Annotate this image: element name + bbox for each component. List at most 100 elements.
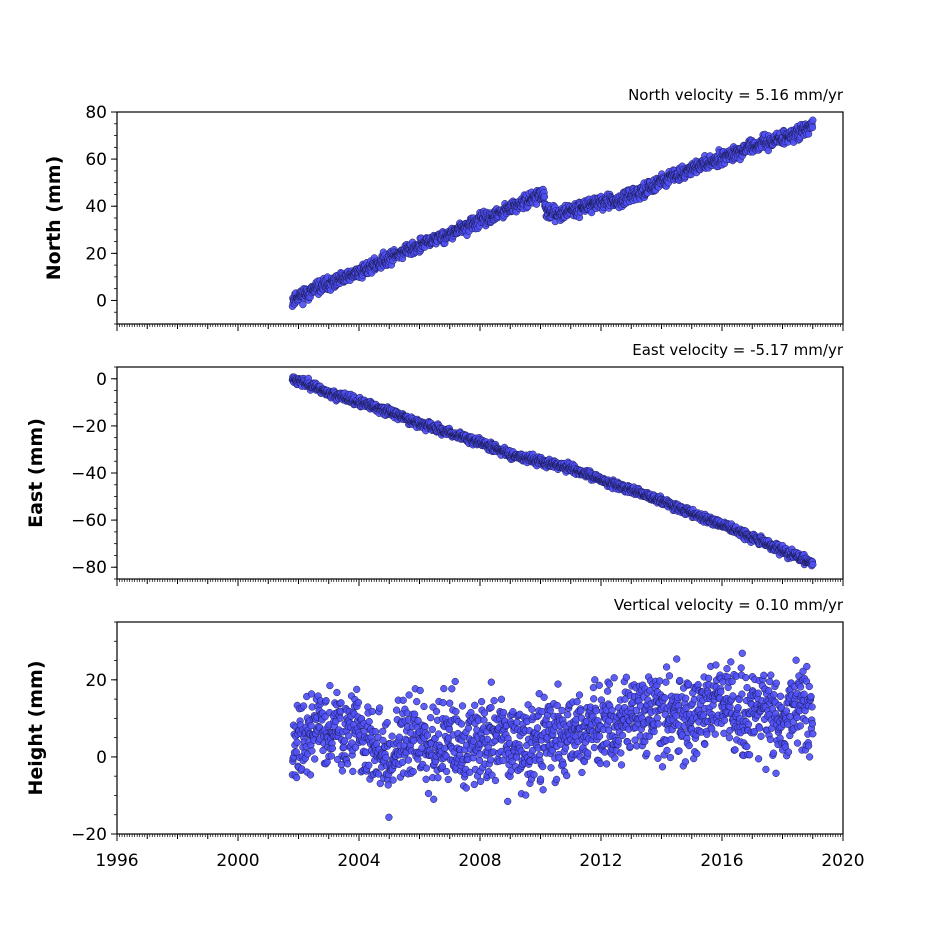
height-point: [656, 677, 664, 685]
height-point: [522, 791, 530, 799]
height-point: [392, 706, 401, 714]
height-point: [504, 797, 512, 806]
north-ytick-label: 80: [85, 103, 107, 123]
height-point: [385, 813, 393, 821]
height-point: [444, 775, 452, 784]
north-title: North velocity = 5.16 mm/yr: [628, 86, 844, 104]
north-plot-frame: [116, 111, 844, 325]
height-point: [327, 752, 335, 760]
height-y-axis-label: Height (mm): [25, 660, 47, 795]
height-point: [723, 665, 731, 673]
east-title: East velocity = -5.17 mm/yr: [632, 341, 844, 359]
east-y-axis-label: East (mm): [25, 418, 47, 528]
north-points: [288, 116, 817, 311]
height-point: [383, 718, 391, 727]
height-point: [672, 712, 680, 720]
height-point: [605, 680, 614, 688]
height-point: [499, 756, 507, 765]
height-point: [409, 767, 417, 776]
north-ytick-label: 20: [85, 244, 107, 264]
height-point: [340, 743, 348, 751]
height-point: [650, 727, 658, 736]
height-point: [685, 741, 693, 750]
height-point: [448, 685, 456, 693]
height-point: [368, 707, 376, 716]
height-point: [388, 732, 396, 740]
height-point: [328, 744, 337, 753]
height-point: [577, 707, 585, 715]
height-point: [322, 697, 330, 705]
height-point: [308, 747, 316, 755]
height-point: [528, 705, 536, 713]
height-point: [379, 727, 387, 735]
height-point: [712, 661, 720, 669]
north-y-axis-label: North (mm): [43, 156, 65, 281]
height-point: [661, 694, 669, 702]
height-point: [704, 674, 713, 682]
height-point: [477, 697, 486, 706]
height-point: [617, 749, 625, 757]
height-point: [666, 753, 675, 762]
height-point: [564, 711, 572, 719]
north-ytick-label: 40: [85, 197, 107, 217]
height-point: [487, 703, 495, 712]
north-point: [587, 208, 596, 217]
height-point: [658, 763, 667, 771]
height-point: [307, 690, 316, 698]
height-point: [539, 762, 547, 771]
height-point: [434, 774, 442, 782]
height-point: [338, 767, 347, 775]
height-point: [682, 694, 690, 702]
height-point: [745, 751, 754, 759]
height-point: [395, 733, 404, 741]
height-point: [563, 771, 571, 780]
north-point: [808, 123, 817, 132]
height-point: [596, 759, 604, 768]
height-point: [311, 755, 319, 763]
height-point: [354, 698, 363, 707]
height-point: [480, 716, 488, 724]
height-point: [573, 698, 581, 706]
height-point: [530, 771, 538, 779]
height-point: [353, 685, 361, 694]
north-ytick-label: 0: [96, 291, 107, 311]
height-point: [405, 691, 413, 699]
height-point: [673, 655, 681, 663]
height-point: [420, 702, 428, 711]
height-point: [578, 768, 586, 777]
height-point: [559, 760, 567, 769]
height-point: [552, 775, 561, 784]
height-point: [663, 746, 671, 755]
height-point: [608, 706, 616, 714]
height-point: [734, 703, 742, 712]
height-point: [486, 756, 495, 764]
height-point: [738, 649, 746, 657]
east-ytick-label: −40: [71, 464, 107, 484]
east-point: [809, 560, 817, 569]
height-point: [451, 677, 459, 686]
height-point: [603, 687, 612, 695]
height-point: [404, 756, 413, 764]
height-point: [667, 735, 675, 744]
height-point: [533, 724, 542, 732]
height-point: [409, 737, 418, 745]
east-ytick-label: −80: [71, 558, 107, 578]
height-point: [590, 695, 598, 703]
height-point: [731, 746, 739, 754]
east-panel: East velocity = -5.17 mm/yr East (mm) 0 −…: [25, 341, 844, 586]
height-point: [365, 717, 373, 726]
height-point: [457, 720, 466, 728]
height-point: [432, 707, 441, 716]
height-point: [590, 743, 599, 752]
height-point: [676, 676, 684, 685]
height-point: [333, 688, 341, 697]
height-point: [592, 707, 600, 715]
height-point: [462, 784, 470, 792]
height-point: [413, 697, 421, 706]
height-point: [470, 780, 478, 789]
height-point: [703, 730, 711, 738]
height-point: [536, 775, 545, 783]
height-point: [742, 673, 750, 682]
height-point: [591, 676, 599, 684]
height-point: [471, 701, 479, 709]
